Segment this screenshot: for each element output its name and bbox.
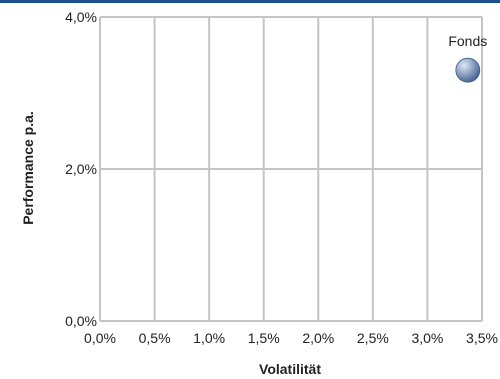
x-tick-label: 2,0% (302, 330, 334, 346)
y-axis-title: Performance p.a. (20, 111, 36, 225)
header-rule (0, 0, 500, 3)
data-point-fonds (455, 57, 481, 83)
x-tick-label: 3,0% (411, 330, 443, 346)
data-point-label: Fonds (448, 33, 487, 49)
x-tick-label: 2,5% (357, 330, 389, 346)
y-axis-ticks: 0,0% 2,0% 4,0% (65, 9, 97, 329)
y-tick-label: 2,0% (65, 161, 97, 177)
x-axis-title: Volatilität (259, 361, 321, 377)
data-points: Fonds (448, 33, 487, 83)
y-tick-label: 4,0% (65, 9, 97, 25)
x-tick-label: 1,0% (193, 330, 225, 346)
x-axis-ticks: 0,0% 0,5% 1,0% 1,5% 2,0% 2,5% 3,0% 3,5% (84, 330, 498, 346)
grid (99, 16, 483, 322)
x-tick-label: 1,5% (248, 330, 280, 346)
y-tick-label: 0,0% (65, 313, 97, 329)
x-tick-label: 0,0% (84, 330, 116, 346)
x-tick-label: 0,5% (139, 330, 171, 346)
x-tick-label: 3,5% (466, 330, 498, 346)
